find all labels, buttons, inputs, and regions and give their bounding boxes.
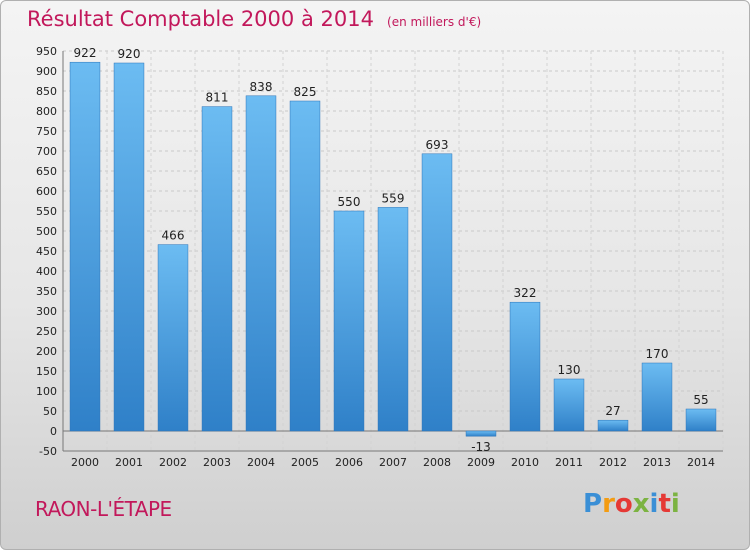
x-tick-label: 2000 (71, 456, 99, 469)
x-tick-label: 2001 (115, 456, 143, 469)
logo-letter: i (670, 489, 680, 519)
chart-subtitle: (en milliers d'€) (387, 15, 482, 29)
value-label: 693 (426, 138, 449, 152)
x-tick-label: 2012 (599, 456, 627, 469)
bars (69, 61, 717, 437)
proxiti-logo: Proxiti (583, 489, 680, 519)
value-label: 920 (118, 47, 141, 61)
bar (377, 207, 409, 432)
x-tick-label: 2009 (467, 456, 495, 469)
value-label: 922 (74, 46, 97, 60)
y-tick-label: 950 (36, 45, 57, 58)
value-label: 559 (382, 191, 405, 205)
y-tick-label: 150 (36, 365, 57, 378)
y-tick-label: 400 (36, 265, 57, 278)
bar (597, 419, 629, 432)
value-label: 466 (162, 229, 185, 243)
bar (289, 100, 321, 432)
bar (465, 430, 497, 437)
y-tick-label: 750 (36, 125, 57, 138)
bar (553, 378, 585, 432)
y-tick-label: 450 (36, 245, 57, 258)
bar (509, 301, 541, 432)
logo-letter: P (583, 489, 603, 519)
x-tick-label: 2004 (247, 456, 275, 469)
y-tick-label: 550 (36, 205, 57, 218)
value-label: 130 (558, 363, 581, 377)
x-tick-label: 2005 (291, 456, 319, 469)
value-label: -13 (471, 440, 491, 454)
x-tick-label: 2010 (511, 456, 539, 469)
y-tick-label: 250 (36, 325, 57, 338)
y-tick-label: 900 (36, 65, 57, 78)
y-tick-label: 700 (36, 145, 57, 158)
value-label: 170 (646, 347, 669, 361)
y-tick-label: 300 (36, 305, 57, 318)
bar (201, 106, 233, 432)
bar (685, 408, 717, 432)
y-tick-label: 100 (36, 385, 57, 398)
y-tick-label: 850 (36, 85, 57, 98)
bar (333, 210, 365, 432)
value-label: 825 (294, 85, 317, 99)
y-tick-label: 500 (36, 225, 57, 238)
value-label: 838 (250, 80, 273, 94)
bar (245, 95, 277, 432)
logo-letter: o (614, 489, 633, 519)
logo-letter: x (632, 489, 650, 519)
chart-title: Résultat Comptable 2000 à 2014 (27, 7, 374, 31)
bar (69, 61, 101, 432)
y-tick-label: 350 (36, 285, 57, 298)
x-tick-label: 2002 (159, 456, 187, 469)
value-label: 811 (206, 91, 229, 105)
x-tick-labels: 2000 2001 2002 2003 2004 2005 2006 2007 2008 2009… (71, 456, 715, 469)
logo-letter: i (649, 489, 659, 519)
y-tick-label: 50 (43, 405, 57, 418)
y-tick-label: 800 (36, 105, 57, 118)
y-tick-label: -50 (39, 445, 57, 458)
value-label: 550 (338, 195, 361, 209)
bar (421, 153, 453, 432)
x-tick-label: 2006 (335, 456, 363, 469)
bar (113, 62, 145, 432)
y-tick-label: 600 (36, 185, 57, 198)
value-label: 55 (693, 393, 708, 407)
y-tick-label: 650 (36, 165, 57, 178)
value-label: 27 (605, 404, 620, 418)
x-tick-label: 2014 (687, 456, 715, 469)
x-tick-label: 2008 (423, 456, 451, 469)
y-tick-labels: -50 0 50 100 150 200 250 300 350 400 450 500 550 600 6… (36, 45, 57, 458)
x-tick-label: 2003 (203, 456, 231, 469)
title-row: Résultat Comptable 2000 à 2014 (en milli… (27, 7, 481, 31)
value-label: 322 (514, 286, 537, 300)
x-tick-label: 2011 (555, 456, 583, 469)
x-tick-label: 2013 (643, 456, 671, 469)
bar (157, 244, 189, 432)
town-name: RAON-L'ÉTAPE (35, 497, 172, 521)
y-tick-label: 200 (36, 345, 57, 358)
value-labels: 922 920 466 811 838 825 550 559 693 -13 322 130 27 17… (74, 46, 709, 454)
y-tick-label: 0 (50, 425, 57, 438)
logo-letter: t (658, 489, 671, 519)
logo-letter: r (602, 489, 615, 519)
x-tick-label: 2007 (379, 456, 407, 469)
bar (641, 362, 673, 432)
